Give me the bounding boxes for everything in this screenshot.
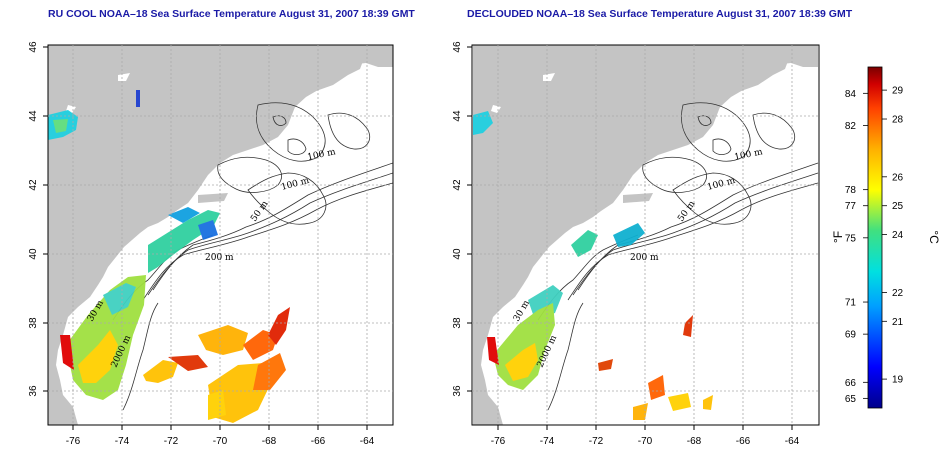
right-lon-tick: -74 — [540, 436, 555, 447]
colorbar-c-tick: 28 — [892, 115, 904, 126]
left-lon-tick: -72 — [164, 436, 179, 447]
right-map-title: DECLOUDED NOAA–18 Sea Surface Temperatur… — [467, 8, 853, 20]
right-lon-tick: -72 — [589, 436, 604, 447]
colorbar-c-tick: 19 — [892, 375, 904, 386]
left-lon-tick: -66 — [311, 436, 326, 447]
left-lat-tick: 42 — [28, 179, 39, 191]
right-map-x-ticks — [497, 425, 793, 430]
left-lon-tick: -74 — [115, 436, 130, 447]
left-map-x-ticks — [72, 425, 368, 430]
right-map-y-ticks — [467, 46, 472, 392]
right-lat-tick: 40 — [452, 248, 463, 260]
left-lon-tick: -68 — [262, 436, 277, 447]
right-lat-tick: 38 — [452, 317, 463, 329]
colorbar-f-tick: 75 — [845, 233, 857, 244]
right-lon-tick: -76 — [491, 436, 506, 447]
colorbar — [867, 66, 883, 409]
right-sst-overlay — [473, 111, 713, 420]
colorbar-c-tick: 26 — [892, 172, 904, 183]
right-lon-tick: -68 — [687, 436, 702, 447]
right-lon-tick: -70 — [638, 436, 653, 447]
right-lat-tick: 42 — [452, 179, 463, 191]
left-lon-tick: -70 — [213, 436, 228, 447]
contour-label-200m: 200 m — [205, 253, 234, 263]
right-map-gridlines — [472, 45, 819, 425]
colorbar-f-tick: 66 — [845, 378, 857, 389]
colorbar-c-tick: 25 — [892, 201, 904, 212]
colorbar-f-tick: 65 — [845, 394, 857, 405]
left-sst-overlay — [48, 90, 290, 423]
left-lat-tick: 36 — [28, 385, 39, 397]
right-lat-tick: 46 — [452, 41, 463, 53]
left-lat-tick: 40 — [28, 248, 39, 260]
left-map — [48, 45, 393, 425]
left-lon-tick: -76 — [66, 436, 81, 447]
right-lat-tick: 36 — [452, 385, 463, 397]
colorbar-c-tick: 22 — [892, 288, 904, 299]
colorbar-celsius-label: °C — [927, 230, 941, 244]
colorbar-f-tick: 84 — [845, 89, 857, 100]
left-lat-tick: 44 — [28, 110, 39, 122]
left-lon-tick: -64 — [360, 436, 375, 447]
left-lat-tick: 46 — [28, 41, 39, 53]
colorbar-f-tick: 77 — [845, 201, 857, 212]
colorbar-f-tick: 69 — [845, 330, 857, 341]
left-map-y-ticks — [43, 46, 48, 392]
colorbar-f-tick: 78 — [845, 185, 857, 196]
right-lon-tick: -66 — [736, 436, 751, 447]
colorbar-c-tick: 24 — [892, 230, 904, 241]
left-map-gridlines — [48, 45, 393, 425]
right-lon-tick: -64 — [785, 436, 800, 447]
right-map — [472, 45, 819, 425]
colorbar-fahrenheit-label: °F — [831, 231, 845, 243]
left-lat-tick: 38 — [28, 317, 39, 329]
colorbar-ticks: 84 82 78 77 75 71 69 66 65 29 28 26 25 24 22 21 19 — [845, 86, 904, 405]
left-map-title: RU COOL NOAA–18 Sea Surface Temperature … — [48, 8, 415, 20]
colorbar-c-tick: 21 — [892, 317, 904, 328]
contour-label-200m: 200 m — [630, 253, 659, 263]
colorbar-f-tick: 82 — [845, 121, 857, 132]
colorbar-f-tick: 71 — [845, 298, 857, 309]
colorbar-c-tick: 29 — [892, 86, 904, 97]
right-lat-tick: 44 — [452, 110, 463, 122]
